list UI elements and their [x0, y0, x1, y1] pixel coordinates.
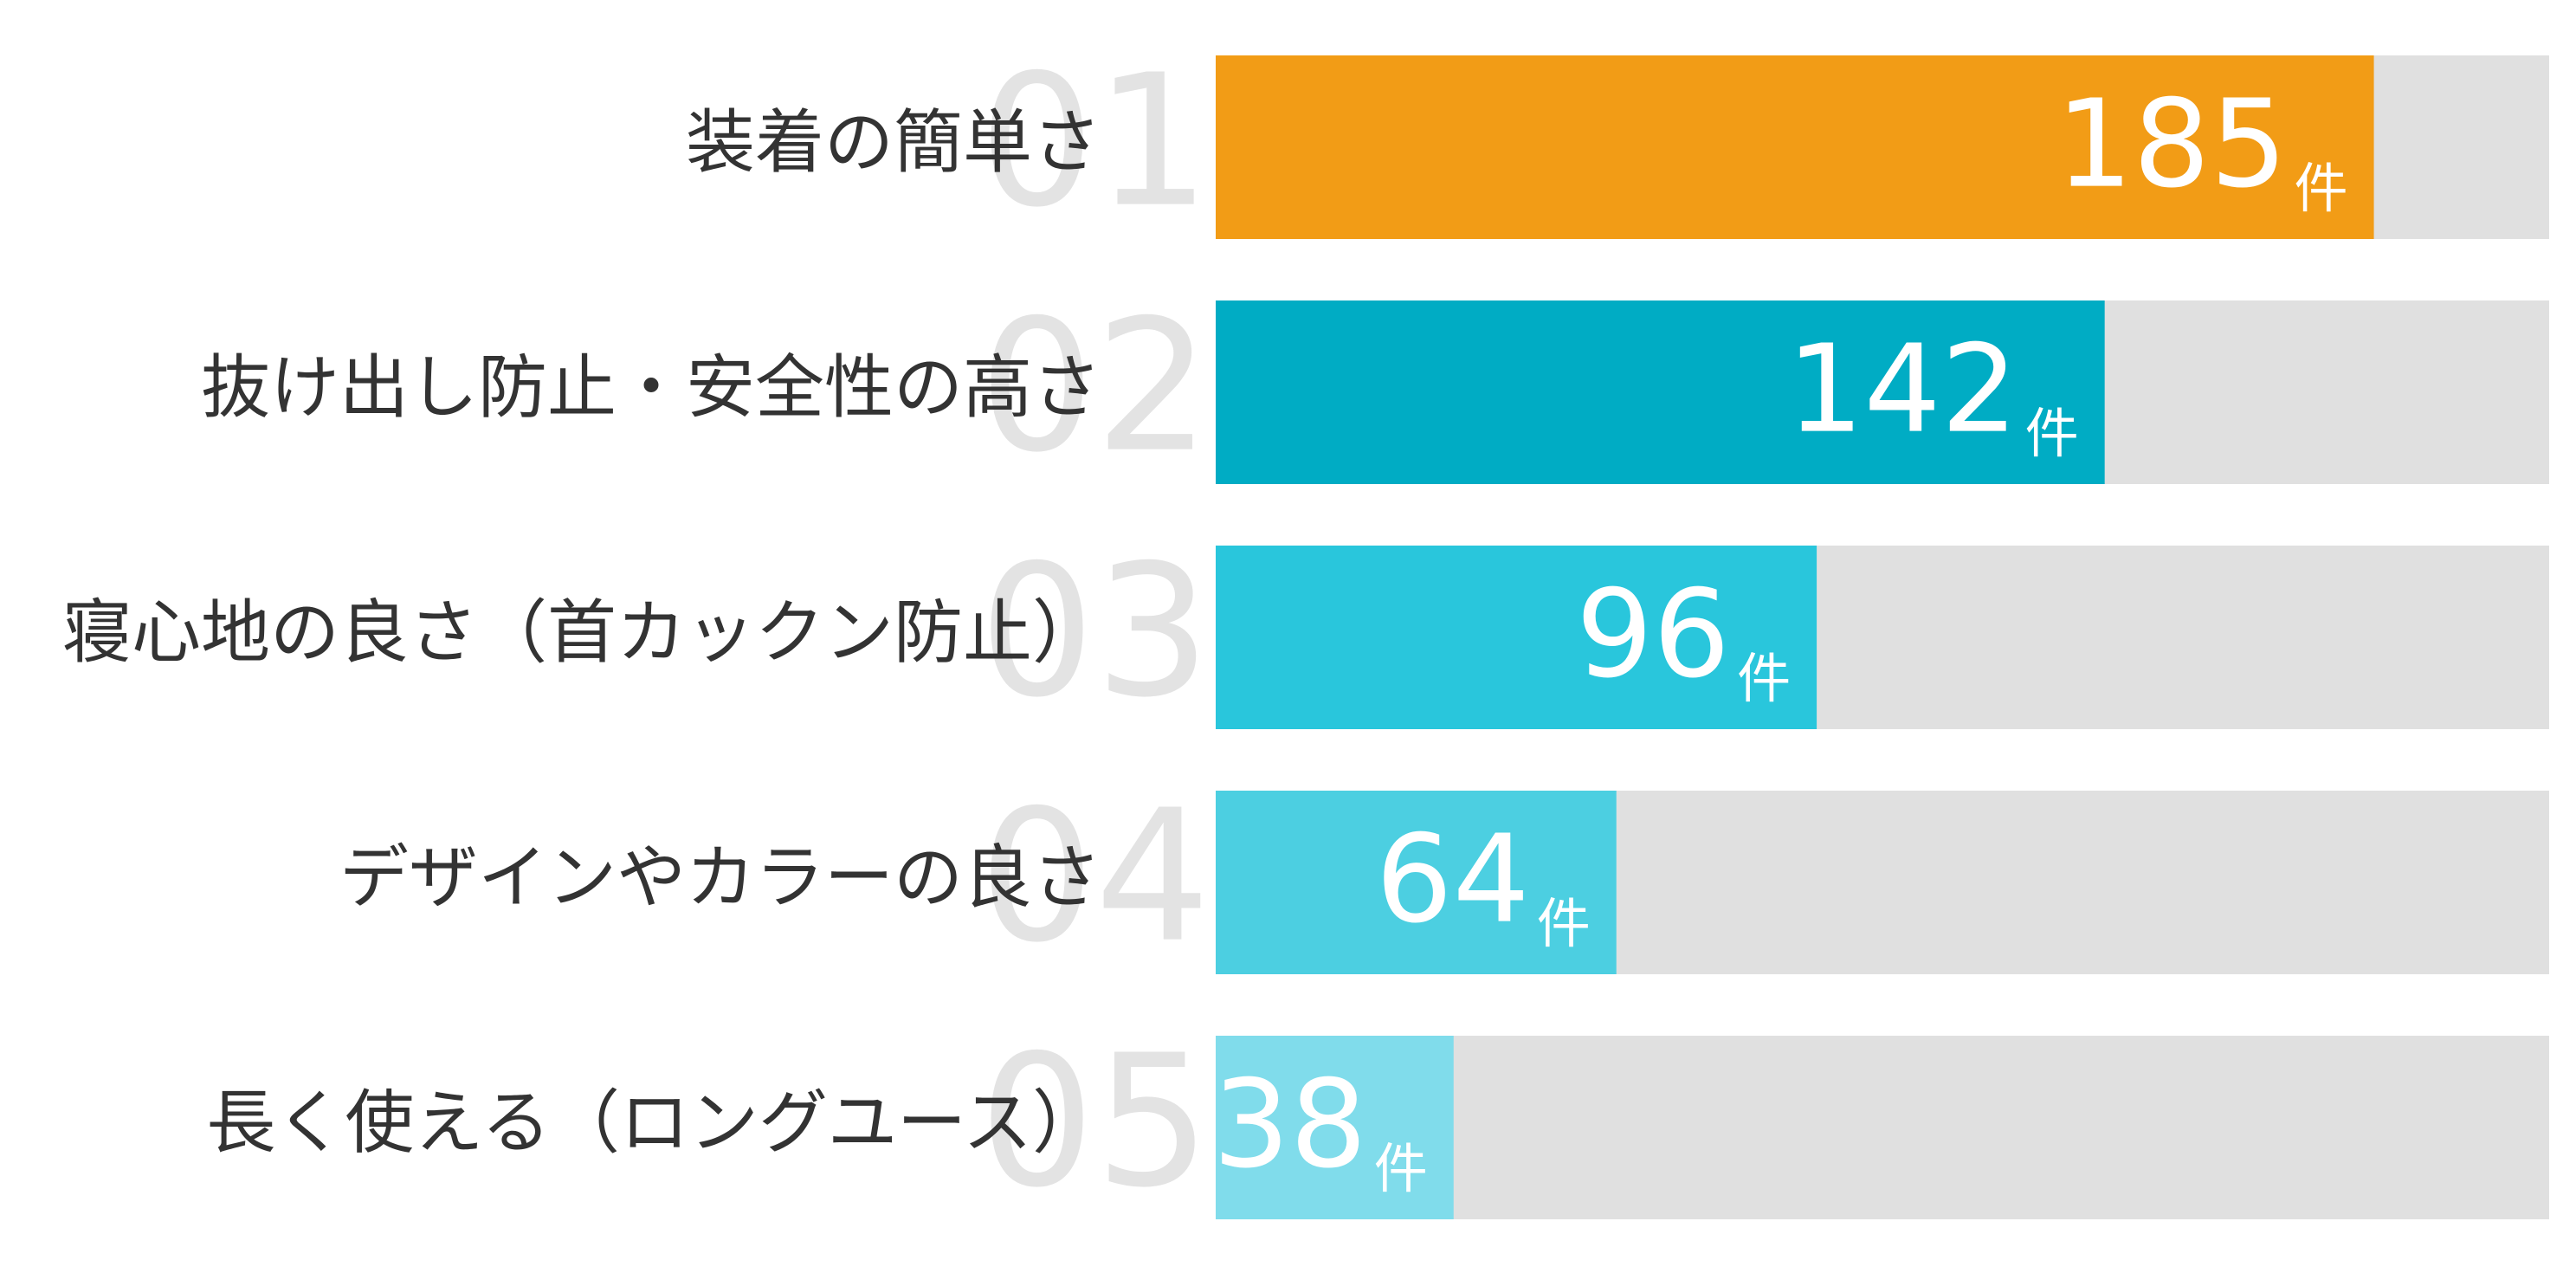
bar-unit: 件	[1737, 647, 1791, 710]
bar	[1216, 546, 1817, 729]
rank-number: 04	[979, 771, 1211, 983]
bar-unit: 件	[2025, 402, 2079, 465]
bar	[1216, 1036, 1454, 1219]
rank-number: 03	[979, 526, 1211, 738]
rank-number: 02	[979, 281, 1211, 493]
category-label: 長く使える（ロングユース）	[206, 1082, 1101, 1163]
bar	[1216, 791, 1617, 974]
bar-unit: 件	[2295, 157, 2348, 220]
rank-number: 01	[979, 36, 1211, 248]
category-label: 寝心地の良さ（首カックン防止）	[62, 592, 1101, 673]
category-label: 抜け出し防止・安全性の高さ	[201, 347, 1101, 428]
category-label: 装着の簡単さ	[686, 102, 1101, 183]
bar	[1216, 300, 2105, 484]
bar-value: 64	[1376, 810, 1530, 951]
bar-value: 185	[2056, 74, 2287, 216]
bar-unit: 件	[1374, 1137, 1428, 1200]
bar-unit: 件	[1537, 892, 1591, 955]
bar-value: 142	[1786, 320, 2018, 461]
category-label: デザインやカラーの良さ	[339, 837, 1101, 918]
bar-value: 96	[1576, 565, 1730, 706]
rank-number: 05	[979, 1016, 1211, 1228]
bar	[1216, 55, 2374, 239]
bar-value: 38	[1213, 1055, 1367, 1196]
